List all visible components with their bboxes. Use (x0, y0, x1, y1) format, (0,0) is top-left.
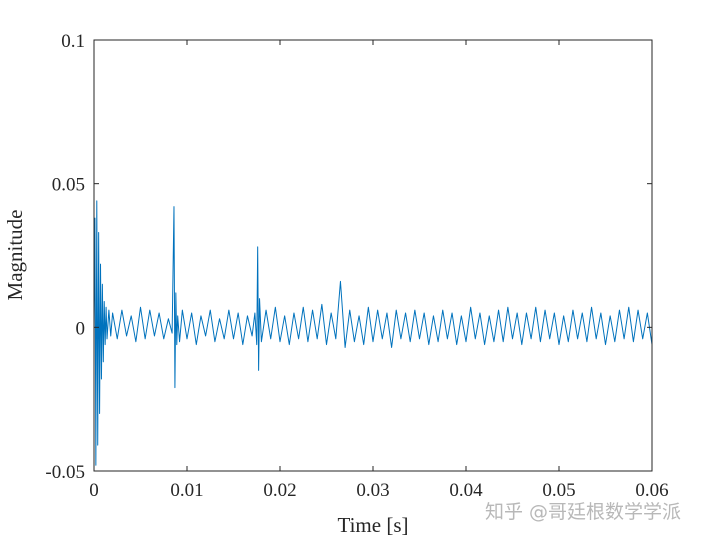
series-layer (93, 200, 653, 466)
x-tick-label: 0 (89, 480, 99, 501)
x-tick-label: 0.04 (449, 480, 483, 501)
x-axis-label: Time [s] (338, 513, 409, 537)
y-tick-label: 0 (76, 318, 86, 339)
plot-area (94, 40, 652, 471)
x-tick-label: 0.02 (263, 480, 296, 501)
x-ticks: 0 0.01 0.02 0.03 0.04 0.05 0.06 (89, 40, 669, 501)
x-tick-label: 0.01 (170, 480, 203, 501)
series-line (93, 200, 653, 466)
y-tick-label: 0.1 (61, 31, 85, 52)
y-ticks: -0.05 0 0.05 0.1 (45, 31, 652, 483)
y-axis-label: Magnitude (3, 210, 27, 301)
watermark-text: 知乎 @哥廷根数学学派 (485, 501, 681, 523)
x-tick-label: 0.03 (356, 480, 389, 501)
y-tick-label: 0.05 (52, 175, 85, 196)
x-tick-label: 0.05 (542, 480, 575, 501)
y-tick-label: -0.05 (45, 462, 85, 483)
x-tick-label: 0.06 (635, 480, 668, 501)
